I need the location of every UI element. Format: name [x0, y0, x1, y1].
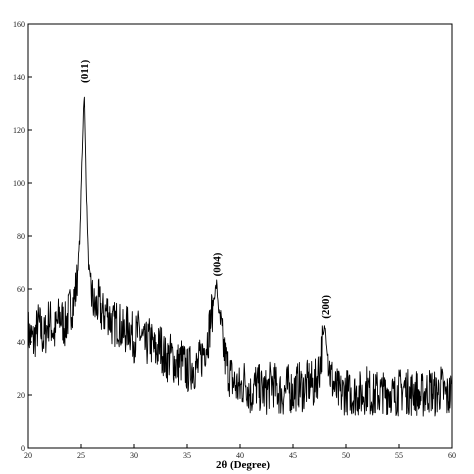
y-tick-label: 20	[17, 391, 25, 400]
x-tick-label: 40	[236, 451, 244, 460]
x-tick-label: 25	[77, 451, 85, 460]
y-tick-label: 120	[13, 126, 25, 135]
x-tick-label: 60	[448, 451, 456, 460]
x-tick-label: 45	[289, 451, 297, 460]
y-tick-label: 40	[17, 338, 25, 347]
y-tick-label: 0	[21, 444, 25, 453]
y-tick-label: 80	[17, 232, 25, 241]
peak-label: (011)	[79, 59, 91, 83]
y-tick-label: 140	[13, 73, 25, 82]
x-tick-label: 50	[342, 451, 350, 460]
y-tick-label: 160	[13, 20, 25, 29]
x-tick-label: 55	[395, 451, 403, 460]
peak-label: (004)	[212, 252, 224, 276]
x-tick-label: 35	[183, 451, 191, 460]
x-tick-label: 20	[24, 451, 32, 460]
y-tick-label: 60	[17, 285, 25, 294]
peak-label: (200)	[320, 295, 332, 319]
x-axis-title: 2θ (Degree)	[216, 459, 270, 471]
xrd-series-line	[27, 96, 453, 417]
x-tick-label: 30	[130, 451, 138, 460]
y-tick-label: 100	[13, 179, 25, 188]
